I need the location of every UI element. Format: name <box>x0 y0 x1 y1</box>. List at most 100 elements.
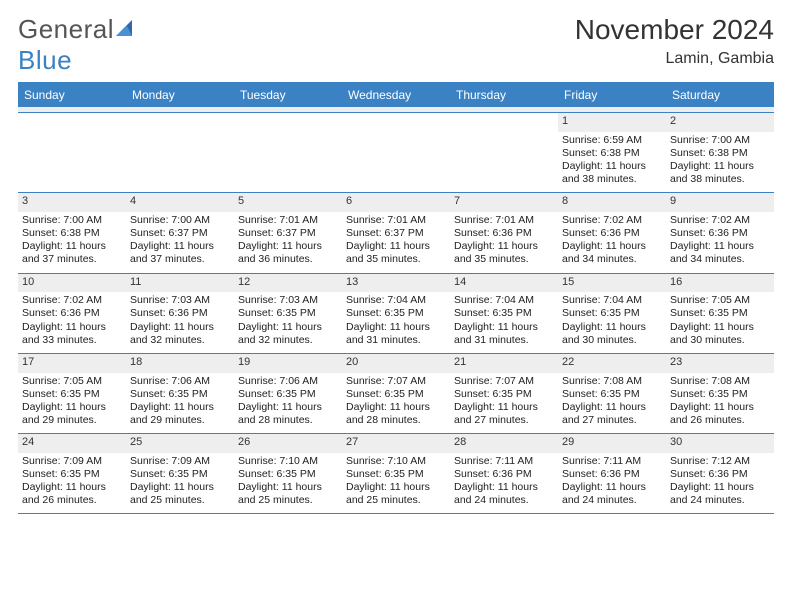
sunrise-text: Sunrise: 7:12 AM <box>670 455 770 468</box>
calendar-day-cell: 5Sunrise: 7:01 AMSunset: 6:37 PMDaylight… <box>234 193 342 272</box>
weekday-header: Monday <box>126 84 234 107</box>
daylight-text: Daylight: 11 hours and 35 minutes. <box>454 240 554 266</box>
sunset-text: Sunset: 6:35 PM <box>22 388 122 401</box>
logo: General Blue <box>18 14 138 76</box>
day-number: 13 <box>342 274 450 293</box>
sunrise-text: Sunrise: 7:01 AM <box>238 214 338 227</box>
sunset-text: Sunset: 6:36 PM <box>562 227 662 240</box>
day-details: Sunrise: 7:02 AMSunset: 6:36 PMDaylight:… <box>666 212 774 273</box>
daylight-text: Daylight: 11 hours and 38 minutes. <box>670 160 770 186</box>
calendar-day-cell: 19Sunrise: 7:06 AMSunset: 6:35 PMDayligh… <box>234 354 342 433</box>
day-number: 3 <box>18 193 126 212</box>
sunrise-text: Sunrise: 7:10 AM <box>346 455 446 468</box>
day-number: 15 <box>558 274 666 293</box>
page-title: November 2024 <box>575 14 774 46</box>
sunrise-text: Sunrise: 7:04 AM <box>562 294 662 307</box>
daylight-text: Daylight: 11 hours and 31 minutes. <box>346 321 446 347</box>
calendar-week-row: 1Sunrise: 6:59 AMSunset: 6:38 PMDaylight… <box>18 113 774 193</box>
calendar-day-cell: 17Sunrise: 7:05 AMSunset: 6:35 PMDayligh… <box>18 354 126 433</box>
sunrise-text: Sunrise: 7:08 AM <box>670 375 770 388</box>
header: General Blue November 2024 Lamin, Gambia <box>18 14 774 76</box>
daylight-text: Daylight: 11 hours and 34 minutes. <box>670 240 770 266</box>
calendar-day-cell: 20Sunrise: 7:07 AMSunset: 6:35 PMDayligh… <box>342 354 450 433</box>
day-details: Sunrise: 7:02 AMSunset: 6:36 PMDaylight:… <box>558 212 666 273</box>
day-details: Sunrise: 7:04 AMSunset: 6:35 PMDaylight:… <box>558 292 666 353</box>
sunrise-text: Sunrise: 6:59 AM <box>562 134 662 147</box>
sunset-text: Sunset: 6:38 PM <box>22 227 122 240</box>
day-number: 16 <box>666 274 774 293</box>
day-details: Sunrise: 7:06 AMSunset: 6:35 PMDaylight:… <box>234 373 342 434</box>
daylight-text: Daylight: 11 hours and 35 minutes. <box>346 240 446 266</box>
calendar-day-cell <box>450 113 558 192</box>
daylight-text: Daylight: 11 hours and 28 minutes. <box>238 401 338 427</box>
daylight-text: Daylight: 11 hours and 31 minutes. <box>454 321 554 347</box>
calendar-day-cell: 1Sunrise: 6:59 AMSunset: 6:38 PMDaylight… <box>558 113 666 192</box>
logo-text: General Blue <box>18 14 138 76</box>
weekday-header: Thursday <box>450 84 558 107</box>
calendar-day-cell <box>18 113 126 192</box>
sunset-text: Sunset: 6:35 PM <box>130 468 230 481</box>
sunset-text: Sunset: 6:35 PM <box>346 468 446 481</box>
sunrise-text: Sunrise: 7:02 AM <box>22 294 122 307</box>
daylight-text: Daylight: 11 hours and 25 minutes. <box>346 481 446 507</box>
calendar-day-cell: 13Sunrise: 7:04 AMSunset: 6:35 PMDayligh… <box>342 274 450 353</box>
day-details: Sunrise: 7:00 AMSunset: 6:38 PMDaylight:… <box>18 212 126 273</box>
day-details: Sunrise: 7:09 AMSunset: 6:35 PMDaylight:… <box>18 453 126 514</box>
day-number: 4 <box>126 193 234 212</box>
calendar-day-cell: 29Sunrise: 7:11 AMSunset: 6:36 PMDayligh… <box>558 434 666 513</box>
calendar-week-row: 17Sunrise: 7:05 AMSunset: 6:35 PMDayligh… <box>18 354 774 434</box>
daylight-text: Daylight: 11 hours and 24 minutes. <box>562 481 662 507</box>
day-number: 27 <box>342 434 450 453</box>
day-number: 8 <box>558 193 666 212</box>
day-number <box>342 113 450 132</box>
day-number <box>450 113 558 132</box>
daylight-text: Daylight: 11 hours and 24 minutes. <box>454 481 554 507</box>
sunrise-text: Sunrise: 7:01 AM <box>346 214 446 227</box>
sunset-text: Sunset: 6:35 PM <box>238 388 338 401</box>
sunrise-text: Sunrise: 7:07 AM <box>346 375 446 388</box>
day-number: 6 <box>342 193 450 212</box>
sunrise-text: Sunrise: 7:04 AM <box>346 294 446 307</box>
day-details: Sunrise: 7:11 AMSunset: 6:36 PMDaylight:… <box>558 453 666 514</box>
daylight-text: Daylight: 11 hours and 27 minutes. <box>454 401 554 427</box>
sunset-text: Sunset: 6:36 PM <box>454 468 554 481</box>
daylight-text: Daylight: 11 hours and 37 minutes. <box>130 240 230 266</box>
day-details: Sunrise: 7:10 AMSunset: 6:35 PMDaylight:… <box>234 453 342 514</box>
weekday-header: Saturday <box>666 84 774 107</box>
day-details: Sunrise: 7:08 AMSunset: 6:35 PMDaylight:… <box>558 373 666 434</box>
day-details: Sunrise: 7:01 AMSunset: 6:37 PMDaylight:… <box>342 212 450 273</box>
day-details: Sunrise: 7:01 AMSunset: 6:36 PMDaylight:… <box>450 212 558 273</box>
day-number: 5 <box>234 193 342 212</box>
day-details: Sunrise: 7:04 AMSunset: 6:35 PMDaylight:… <box>450 292 558 353</box>
calendar-week-row: 24Sunrise: 7:09 AMSunset: 6:35 PMDayligh… <box>18 434 774 514</box>
weekday-header: Friday <box>558 84 666 107</box>
day-number <box>18 113 126 132</box>
day-details: Sunrise: 7:05 AMSunset: 6:35 PMDaylight:… <box>18 373 126 434</box>
calendar-day-cell <box>342 113 450 192</box>
logo-word-1: General <box>18 14 114 44</box>
day-number: 7 <box>450 193 558 212</box>
calendar-day-cell: 6Sunrise: 7:01 AMSunset: 6:37 PMDaylight… <box>342 193 450 272</box>
sunrise-text: Sunrise: 7:05 AM <box>670 294 770 307</box>
sunrise-text: Sunrise: 7:05 AM <box>22 375 122 388</box>
sunrise-text: Sunrise: 7:07 AM <box>454 375 554 388</box>
sunrise-text: Sunrise: 7:02 AM <box>670 214 770 227</box>
sunset-text: Sunset: 6:37 PM <box>238 227 338 240</box>
sunrise-text: Sunrise: 7:10 AM <box>238 455 338 468</box>
day-details: Sunrise: 7:04 AMSunset: 6:35 PMDaylight:… <box>342 292 450 353</box>
sunrise-text: Sunrise: 7:00 AM <box>130 214 230 227</box>
calendar: Sunday Monday Tuesday Wednesday Thursday… <box>18 82 774 514</box>
day-details: Sunrise: 7:10 AMSunset: 6:35 PMDaylight:… <box>342 453 450 514</box>
sunset-text: Sunset: 6:38 PM <box>670 147 770 160</box>
calendar-day-cell: 8Sunrise: 7:02 AMSunset: 6:36 PMDaylight… <box>558 193 666 272</box>
calendar-day-cell: 12Sunrise: 7:03 AMSunset: 6:35 PMDayligh… <box>234 274 342 353</box>
sunset-text: Sunset: 6:35 PM <box>238 307 338 320</box>
sunrise-text: Sunrise: 7:06 AM <box>130 375 230 388</box>
day-details: Sunrise: 7:07 AMSunset: 6:35 PMDaylight:… <box>342 373 450 434</box>
calendar-day-cell: 15Sunrise: 7:04 AMSunset: 6:35 PMDayligh… <box>558 274 666 353</box>
daylight-text: Daylight: 11 hours and 26 minutes. <box>670 401 770 427</box>
day-details: Sunrise: 6:59 AMSunset: 6:38 PMDaylight:… <box>558 132 666 193</box>
day-number: 2 <box>666 113 774 132</box>
logo-word-2: Blue <box>18 45 72 75</box>
day-details: Sunrise: 7:01 AMSunset: 6:37 PMDaylight:… <box>234 212 342 273</box>
